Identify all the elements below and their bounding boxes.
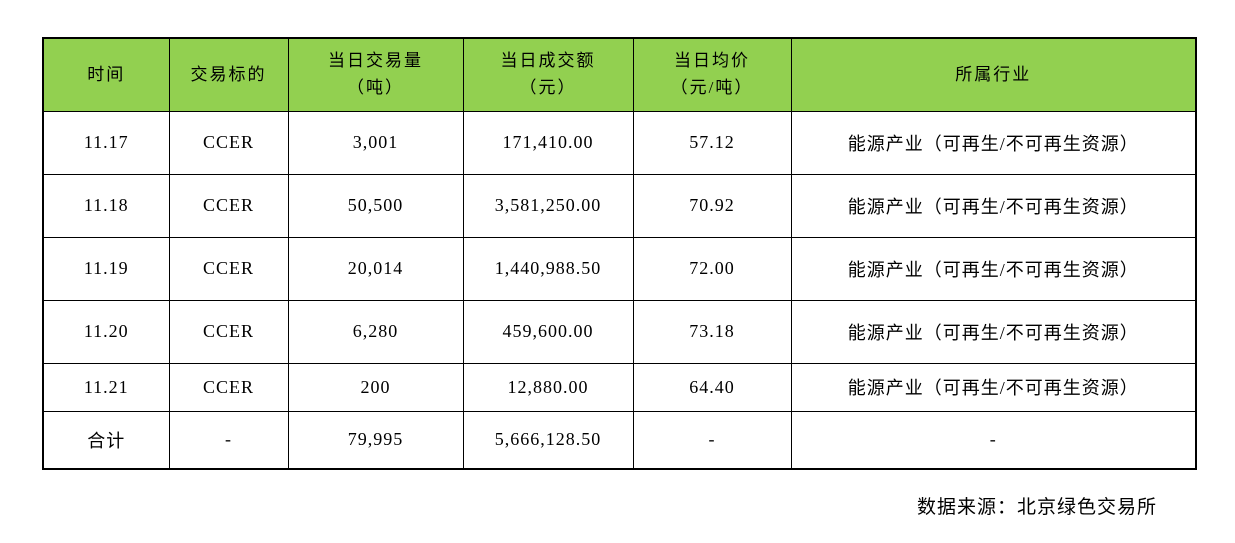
cell-amount: 1,440,988.50: [462, 236, 634, 301]
trading-data-table: 时间 交易标的 当日交易量 （吨） 当日成交额 （元） 当日均价 （元/吨）: [42, 37, 1197, 470]
cell-volume: 20,014: [287, 236, 464, 301]
header-label: 所属行业: [955, 64, 1032, 84]
header-label-line2: （元/吨）: [670, 77, 754, 97]
header-cell-volume: 当日交易量 （吨）: [287, 37, 464, 112]
cell-price: 64.40: [632, 362, 792, 412]
header-label-line1: 当日交易量: [328, 51, 423, 71]
header-label-line1: 当日成交额: [500, 51, 596, 71]
header-cell-time: 时间: [42, 37, 170, 112]
table-total-row: 合计 - 79,995 5,666,128.50 - -: [42, 410, 1197, 470]
table-row: 11.19 CCER 20,014 1,440,988.50 72.00 能源产…: [42, 236, 1197, 301]
header-cell-price: 当日均价 （元/吨）: [632, 37, 792, 112]
cell-amount: 12,880.00: [462, 362, 634, 412]
cell-total-price: -: [632, 410, 792, 470]
cell-time: 11.18: [42, 173, 170, 238]
cell-volume: 200: [287, 362, 464, 412]
cell-volume: 50,500: [287, 173, 464, 238]
table-row: 11.21 CCER 200 12,880.00 64.40 能源产业（可再生/…: [42, 362, 1197, 412]
cell-price: 72.00: [632, 236, 792, 301]
cell-target: CCER: [168, 299, 289, 364]
cell-target: CCER: [168, 173, 289, 238]
cell-price: 70.92: [632, 173, 792, 238]
cell-industry: 能源产业（可再生/不可再生资源）: [790, 362, 1197, 412]
cell-total-label: 合计: [42, 410, 170, 470]
cell-total-industry: -: [790, 410, 1197, 470]
cell-total-volume: 79,995: [287, 410, 464, 470]
cell-total-amount: 5,666,128.50: [462, 410, 634, 470]
cell-total-target: -: [168, 410, 289, 470]
table-row: 11.18 CCER 50,500 3,581,250.00 70.92 能源产…: [42, 173, 1197, 238]
table-header-row: 时间 交易标的 当日交易量 （吨） 当日成交额 （元） 当日均价 （元/吨）: [42, 37, 1197, 112]
cell-time: 11.19: [42, 236, 170, 301]
table-row: 11.17 CCER 3,001 171,410.00 57.12 能源产业（可…: [42, 110, 1197, 175]
header-cell-amount: 当日成交额 （元）: [462, 37, 634, 112]
table-row: 11.20 CCER 6,280 459,600.00 73.18 能源产业（可…: [42, 299, 1197, 364]
data-source-note: 数据来源：北京绿色交易所: [916, 497, 1157, 518]
header-cell-target: 交易标的: [168, 37, 289, 112]
cell-target: CCER: [168, 110, 289, 175]
header-label-line1: 当日均价: [674, 51, 750, 71]
cell-volume: 6,280: [287, 299, 464, 364]
cell-amount: 459,600.00: [462, 299, 634, 364]
header-label-line2: （元）: [519, 77, 577, 97]
cell-price: 57.12: [632, 110, 792, 175]
cell-price: 73.18: [632, 299, 792, 364]
cell-industry: 能源产业（可再生/不可再生资源）: [790, 236, 1197, 301]
cell-industry: 能源产业（可再生/不可再生资源）: [790, 173, 1197, 238]
header-label: 时间: [87, 64, 126, 84]
cell-target: CCER: [168, 236, 289, 301]
cell-amount: 3,581,250.00: [462, 173, 634, 238]
cell-time: 11.17: [42, 110, 170, 175]
cell-time: 11.20: [42, 299, 170, 364]
cell-time: 11.21: [42, 362, 170, 412]
cell-industry: 能源产业（可再生/不可再生资源）: [790, 110, 1197, 175]
cell-target: CCER: [168, 362, 289, 412]
header-label-line2: （吨）: [347, 77, 404, 97]
cell-industry: 能源产业（可再生/不可再生资源）: [790, 299, 1197, 364]
header-cell-industry: 所属行业: [790, 37, 1197, 112]
cell-amount: 171,410.00: [462, 110, 634, 175]
header-label: 交易标的: [190, 64, 267, 84]
cell-volume: 3,001: [287, 110, 464, 175]
